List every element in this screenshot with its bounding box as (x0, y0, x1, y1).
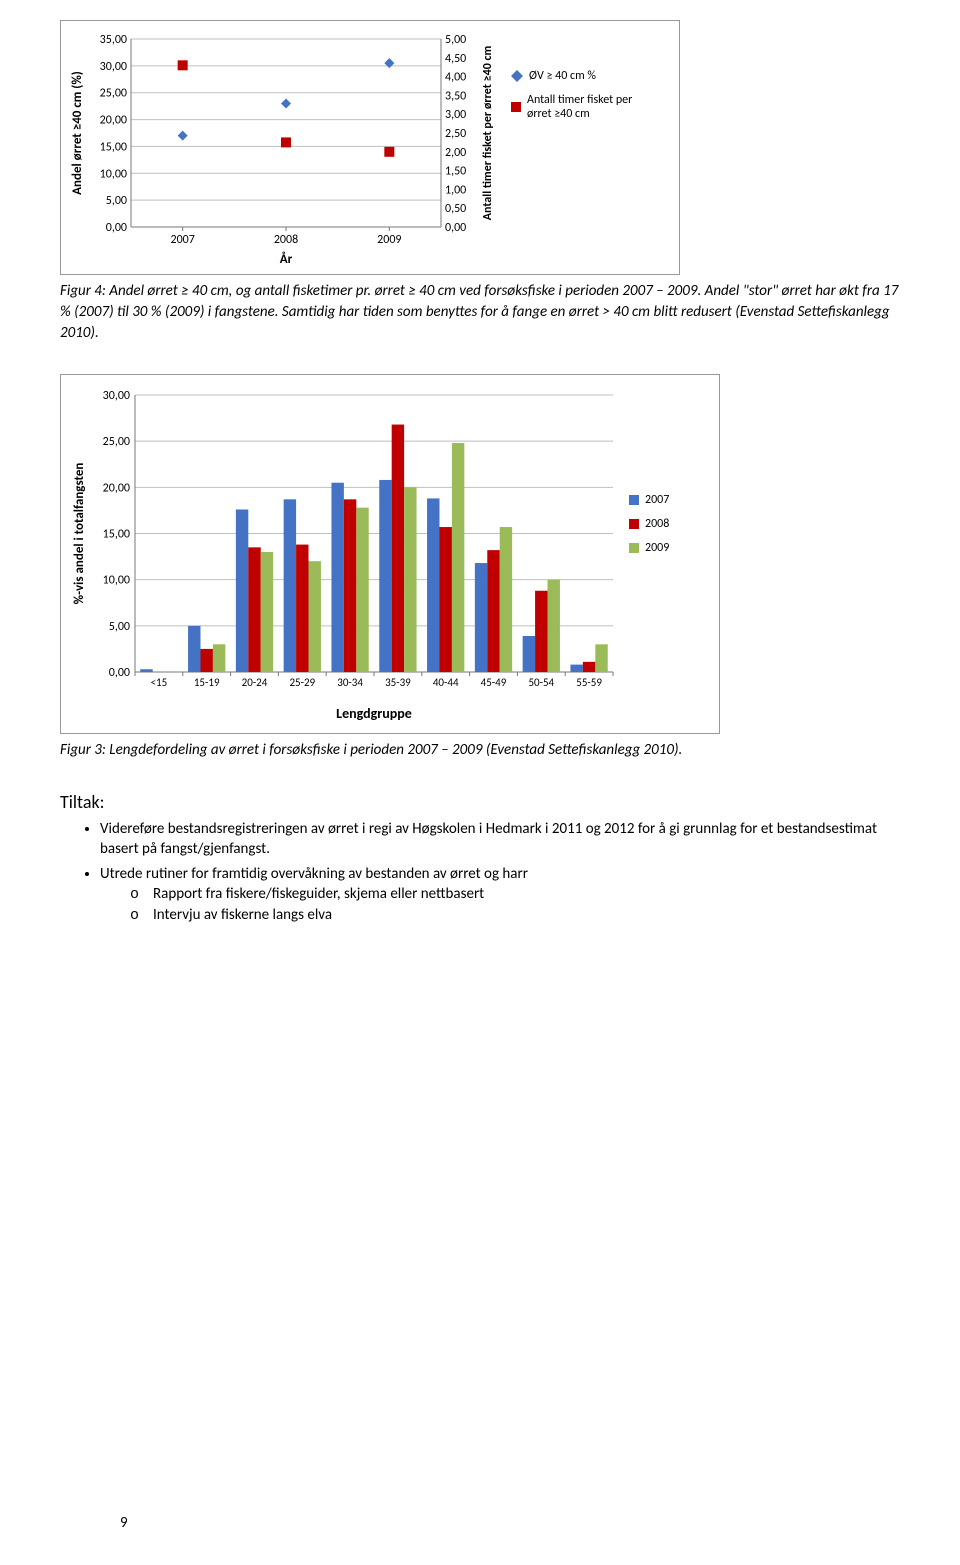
svg-text:20,00: 20,00 (100, 114, 127, 128)
svg-text:20-24: 20-24 (242, 676, 268, 689)
svg-text:Andel ørret ≥40 cm (%): Andel ørret ≥40 cm (%) (70, 71, 85, 195)
tiltak-sublist: Rapport fra fiskere/fiskeguider, skjema … (130, 884, 900, 927)
svg-text:0,50: 0,50 (445, 202, 466, 216)
legend-2007: 2007 (629, 493, 669, 507)
svg-text:50-54: 50-54 (528, 676, 554, 689)
chart2-container: 0,00 5,00 10,00 15,00 20,00 25,00 30,00 <15 15-1… (60, 374, 720, 734)
legend-2008-label: 2008 (645, 517, 669, 531)
chart2-legend: 2007 2008 2009 (623, 383, 675, 725)
svg-text:25,00: 25,00 (103, 435, 130, 449)
svg-text:35-39: 35-39 (385, 676, 411, 689)
tiltak-item-2-text: Utrede rutiner for framtidig overvåkning… (100, 865, 528, 883)
page-number: 9 (120, 1514, 128, 1532)
legend-label-ov: ØV ≥ 40 cm % (529, 69, 596, 83)
legend-series-timer: Antall timer fisket per ørret ≥40 cm (511, 93, 657, 121)
svg-text:2,00: 2,00 (445, 146, 466, 160)
svg-text:1,50: 1,50 (445, 165, 466, 179)
chart1-container: 0,00 5,00 10,00 15,00 20,00 25,00 30,00 35,00 0,… (60, 20, 680, 275)
svg-text:30,00: 30,00 (103, 389, 130, 403)
tiltak-heading: Tiltak: (60, 791, 900, 813)
svg-text:5,00: 5,00 (109, 620, 130, 634)
svg-text:3,00: 3,00 (445, 108, 466, 122)
svg-text:55-59: 55-59 (576, 676, 602, 689)
svg-text:15,00: 15,00 (100, 140, 127, 154)
tiltak-item-2: Utrede rutiner for framtidig overvåkning… (100, 864, 900, 927)
svg-text:30,00: 30,00 (100, 60, 127, 74)
chart1-svg: 0,00 5,00 10,00 15,00 20,00 25,00 30,00 35,00 0,… (63, 29, 503, 269)
svg-text:15,00: 15,00 (103, 528, 130, 542)
legend-series-ov: ØV ≥ 40 cm % (511, 69, 657, 83)
svg-text:0,00: 0,00 (109, 666, 130, 680)
svg-text:30-34: 30-34 (337, 676, 363, 689)
svg-text:35,00: 35,00 (100, 33, 127, 47)
svg-text:4,50: 4,50 (445, 52, 466, 66)
legend-label-timer: Antall timer fisket per ørret ≥40 cm (527, 93, 657, 121)
svg-text:2009: 2009 (377, 233, 401, 247)
tiltak-item-1: Videreføre bestandsregistreringen av ørr… (100, 819, 900, 860)
svg-text:20,00: 20,00 (103, 481, 130, 495)
svg-text:45-49: 45-49 (481, 676, 507, 689)
svg-text:0,00: 0,00 (106, 221, 127, 235)
svg-text:%-vis andel i totalfangsten: %-vis andel i totalfangsten (72, 463, 87, 605)
svg-text:10,00: 10,00 (103, 574, 130, 588)
svg-text:25-29: 25-29 (289, 676, 315, 689)
svg-text:Lengdgruppe: Lengdgruppe (336, 705, 412, 722)
figure3-caption: Figur 3: Lengdefordeling av ørret i fors… (60, 740, 900, 761)
svg-text:2008: 2008 (274, 233, 298, 247)
svg-text:10,00: 10,00 (100, 167, 127, 181)
svg-text:15-19: 15-19 (194, 676, 220, 689)
svg-text:5,00: 5,00 (106, 194, 127, 208)
svg-text:40-44: 40-44 (433, 676, 459, 689)
tiltak-list: Videreføre bestandsregistreringen av ørr… (100, 819, 900, 926)
svg-text:4,00: 4,00 (445, 71, 466, 85)
svg-text:0,00: 0,00 (445, 221, 466, 235)
svg-text:1,00: 1,00 (445, 183, 466, 197)
tiltak-sub-1: Rapport fra fiskere/fiskeguider, skjema … (130, 884, 900, 905)
figure4-caption: Figur 4: Andel ørret ≥ 40 cm, og antall … (60, 281, 900, 344)
svg-text:2007: 2007 (171, 233, 195, 247)
chart1-legend: ØV ≥ 40 cm % Antall timer fisket per ørr… (503, 29, 661, 266)
legend-2009: 2009 (629, 541, 669, 555)
svg-text:År: År (280, 251, 293, 267)
tiltak-sub-2: Intervju av fiskerne langs elva (130, 905, 900, 926)
svg-text:Antall timer fisket per ørret: Antall timer fisket per ørret ≥40 cm (481, 46, 495, 221)
legend-2009-label: 2009 (645, 541, 669, 555)
svg-text:2,50: 2,50 (445, 127, 466, 141)
svg-text:3,50: 3,50 (445, 89, 466, 103)
svg-text:<15: <15 (151, 676, 168, 689)
svg-text:25,00: 25,00 (100, 87, 127, 101)
chart2-svg: 0,00 5,00 10,00 15,00 20,00 25,00 30,00 <15 15-1… (63, 383, 623, 728)
legend-2008: 2008 (629, 517, 669, 531)
svg-text:5,00: 5,00 (445, 33, 466, 47)
legend-2007-label: 2007 (645, 493, 669, 507)
